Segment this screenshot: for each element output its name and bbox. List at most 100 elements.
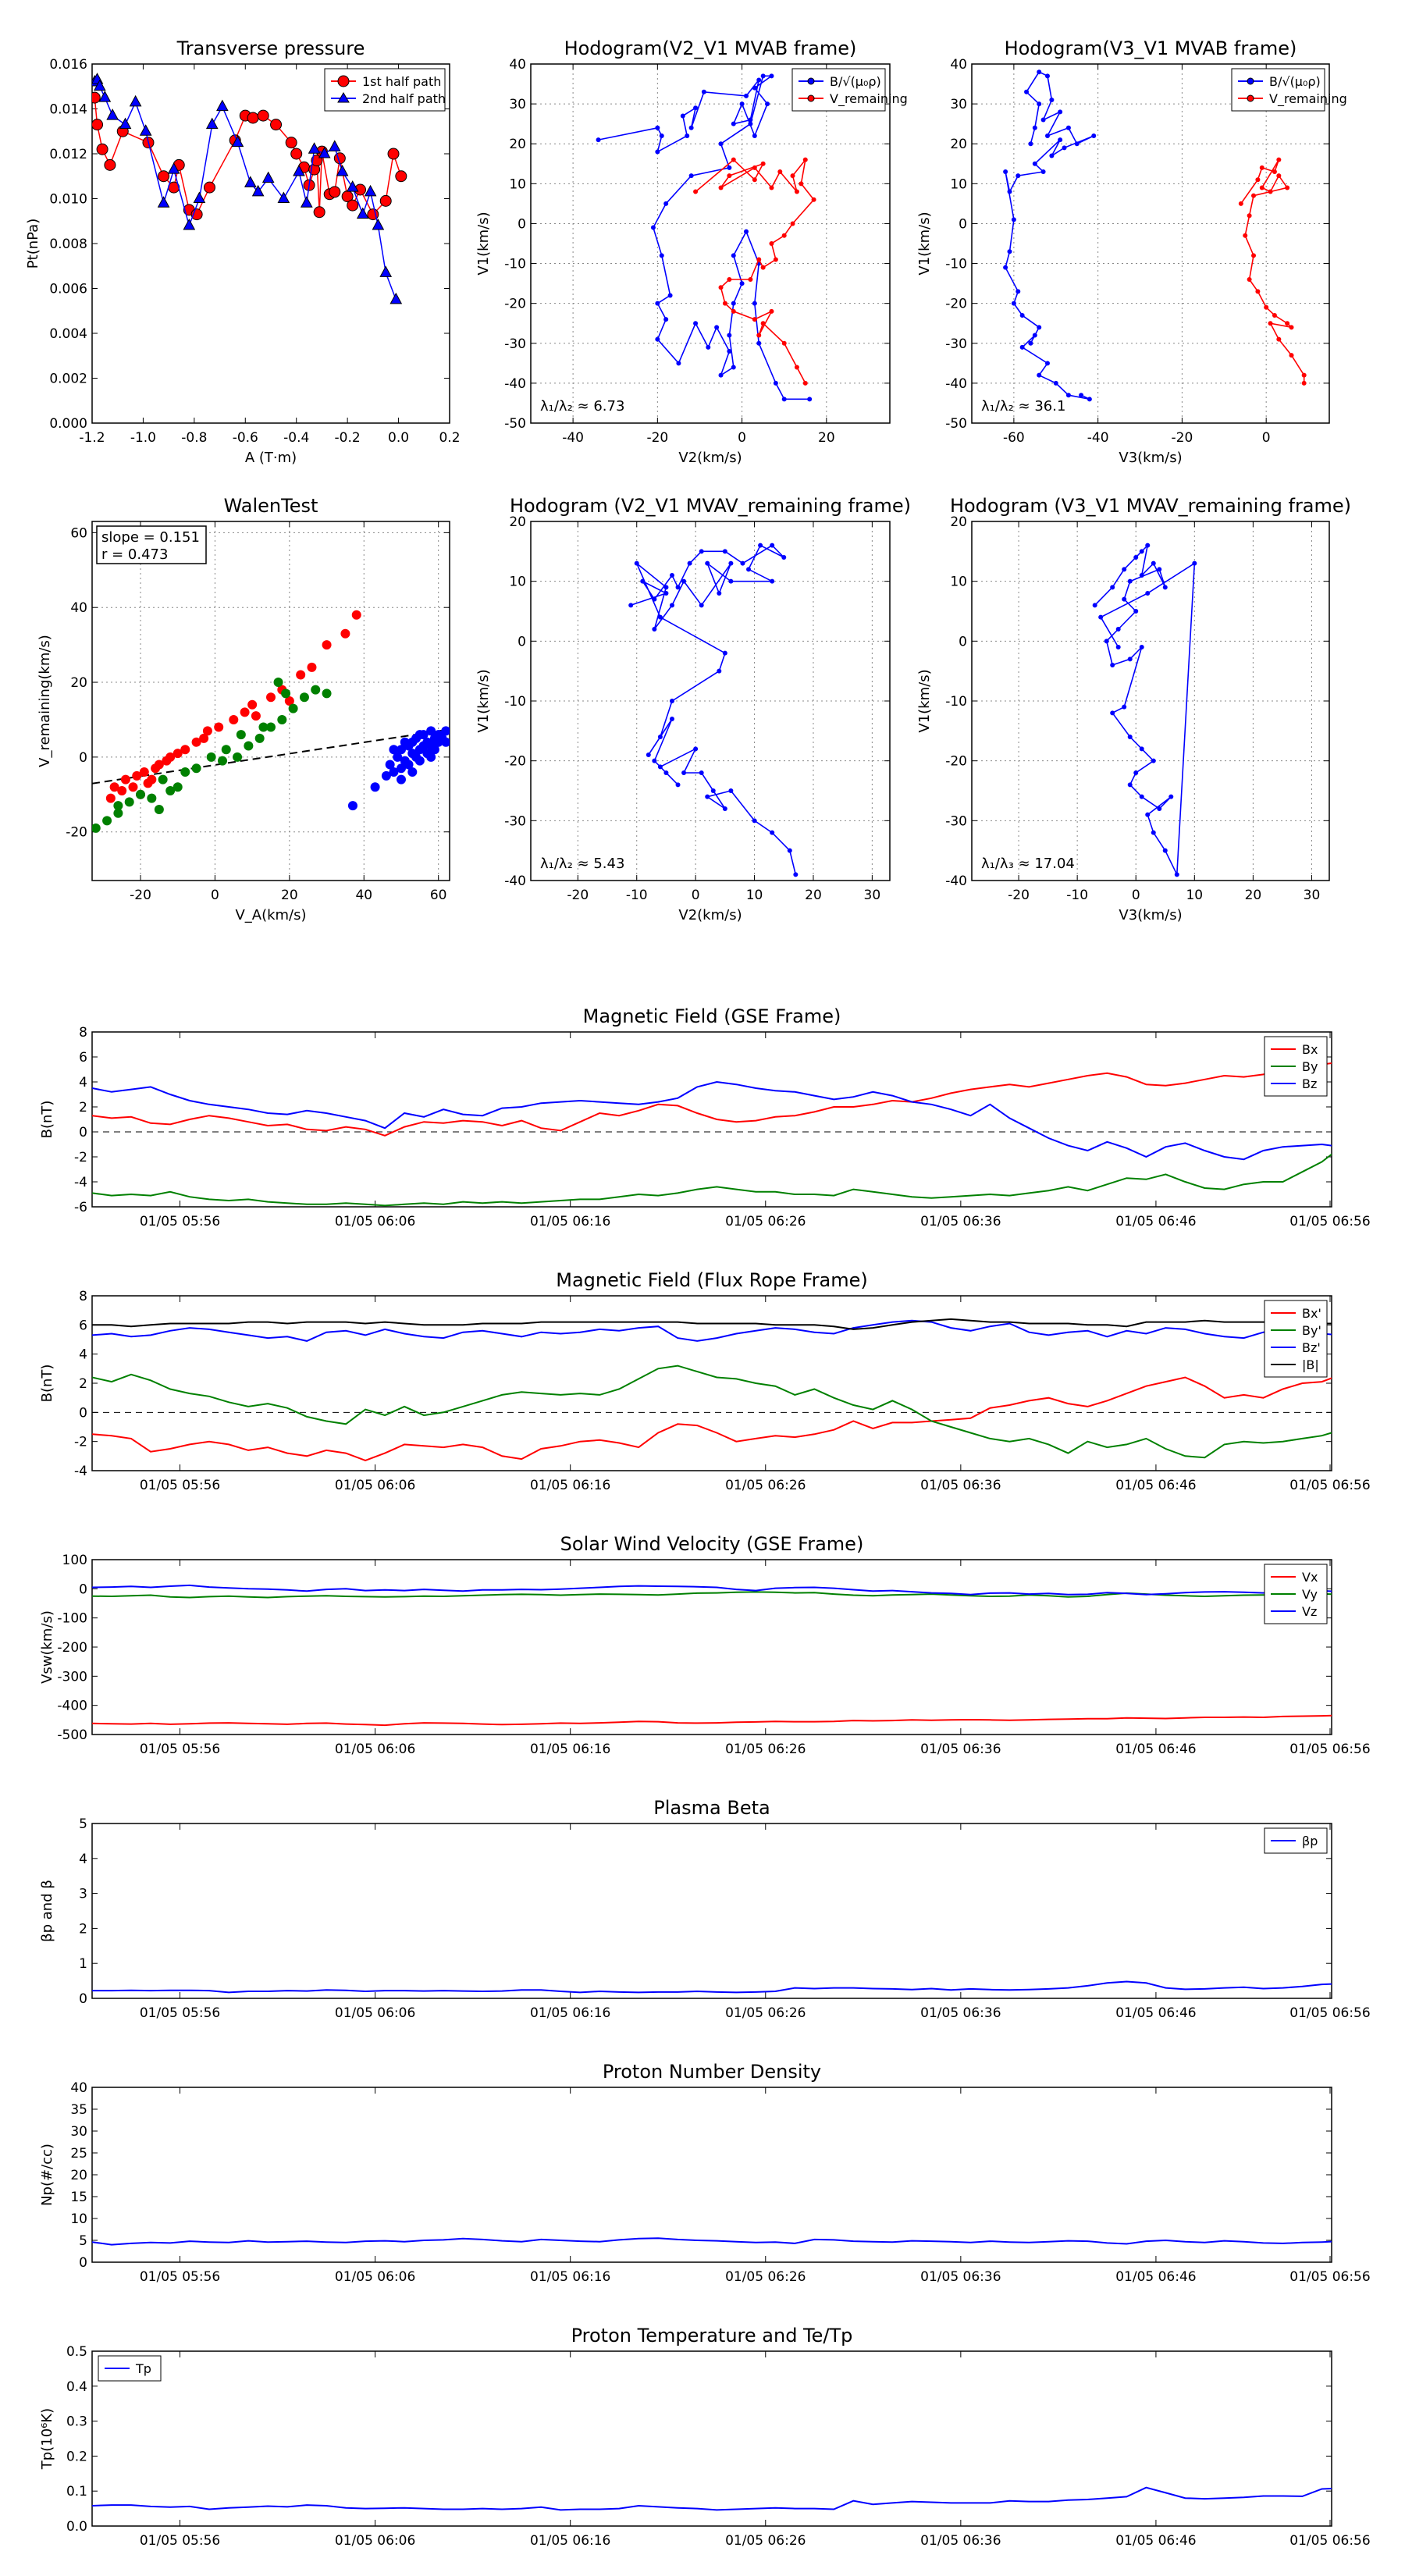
data-point bbox=[119, 117, 132, 130]
y-tick-label: 40 bbox=[70, 600, 87, 616]
y-tick-label: 0 bbox=[79, 1405, 87, 1421]
legend-label: By bbox=[1302, 1059, 1318, 1074]
data-point bbox=[718, 185, 724, 190]
data-point bbox=[669, 573, 674, 578]
data-point bbox=[652, 627, 657, 632]
x-tick-label: -20 bbox=[646, 430, 668, 446]
x-tick-label: 01/05 06:26 bbox=[725, 2005, 806, 2021]
y-tick-label: -10 bbox=[945, 257, 967, 272]
data-point bbox=[727, 349, 732, 354]
data-point bbox=[799, 181, 804, 187]
data-point bbox=[770, 578, 775, 584]
data-point bbox=[760, 321, 766, 326]
data-point bbox=[102, 816, 112, 826]
data-point bbox=[1011, 301, 1016, 306]
y-tick-label: 6 bbox=[79, 1318, 87, 1333]
data-point bbox=[727, 277, 732, 282]
data-point bbox=[247, 699, 258, 710]
plot-frame bbox=[91, 63, 450, 424]
data-point bbox=[258, 722, 269, 732]
data-point bbox=[117, 786, 127, 795]
data-point bbox=[266, 722, 276, 732]
data-point bbox=[667, 293, 673, 298]
data-point bbox=[247, 112, 259, 124]
x-tick-label: -20 bbox=[567, 888, 589, 903]
x-axis-label: V2(km/s) bbox=[678, 450, 742, 466]
x-tick-label: 01/05 06:16 bbox=[530, 2005, 610, 2021]
chart-mag_fr: -4 -2 0 2 4 6 8 01/05 05:56 01/05 06:06 01/05 06:… bbox=[39, 1269, 1371, 1493]
data-point bbox=[1301, 372, 1307, 378]
data-point bbox=[356, 207, 369, 219]
y-tick-label: -100 bbox=[57, 1611, 87, 1627]
chart-tp: 0.0 0.1 0.2 0.3 0.4 0.5 01/05 05:56 01/05 06:06… bbox=[39, 2325, 1371, 2549]
data-point bbox=[727, 333, 732, 338]
data-point bbox=[206, 752, 216, 762]
data-point bbox=[191, 763, 201, 774]
legend-label: V_remaining bbox=[830, 91, 908, 107]
data-point bbox=[364, 184, 377, 197]
data-point bbox=[441, 726, 450, 736]
chart-title: Magnetic Field (GSE Frame) bbox=[583, 1005, 841, 1027]
chart-hodo_v2v1_mvab: -50 -40 -30 -20 -10 0 10 20 30 40 -40 -20 0 20 Hodogra… bbox=[475, 37, 908, 466]
data-point bbox=[1276, 173, 1282, 179]
y-tick-label: 0 bbox=[959, 216, 967, 232]
data-point bbox=[1157, 567, 1162, 572]
data-point bbox=[254, 733, 265, 743]
data-point bbox=[329, 186, 341, 198]
x-tick-label: 10 bbox=[746, 888, 763, 903]
legend-label: βp bbox=[1302, 1834, 1318, 1848]
data-point bbox=[739, 281, 745, 286]
data-point bbox=[389, 745, 399, 755]
data-point bbox=[718, 372, 724, 378]
data-point bbox=[139, 124, 152, 136]
y-tick-label: -10 bbox=[504, 257, 526, 272]
x-tick-label: 10 bbox=[1186, 888, 1203, 903]
x-tick-label: 01/05 06:16 bbox=[530, 1742, 610, 1757]
chart-np: 0 5 10 15 20 25 30 35 40 01/05 05:56 01/05 06:06 01… bbox=[39, 2061, 1371, 2285]
data-point bbox=[802, 157, 808, 162]
data-point bbox=[396, 745, 406, 755]
chart-title: Proton Temperature and Te/Tp bbox=[571, 2325, 853, 2347]
y-tick-label: -500 bbox=[57, 1727, 87, 1743]
data-point bbox=[296, 670, 306, 680]
x-tick-label: 01/05 06:06 bbox=[335, 1478, 415, 1493]
y-tick-label: 1 bbox=[79, 1956, 87, 1972]
x-tick-label: 01/05 06:26 bbox=[725, 1742, 806, 1757]
series-line bbox=[598, 75, 810, 400]
data-point bbox=[706, 344, 711, 350]
y-tick-label: 20 bbox=[950, 514, 967, 530]
data-point bbox=[414, 756, 425, 766]
data-point bbox=[340, 628, 350, 639]
x-tick-label: 01/05 05:56 bbox=[140, 2533, 220, 2549]
y-tick-label: 0 bbox=[79, 1991, 87, 2007]
y-tick-label: 0 bbox=[518, 634, 526, 649]
data-point bbox=[191, 737, 201, 747]
series-line bbox=[92, 1080, 1332, 1161]
annotation-text: λ₁/λ₃ ≈ 17.04 bbox=[981, 856, 1075, 872]
data-point bbox=[293, 164, 305, 176]
data-point bbox=[180, 745, 190, 755]
chart-title: Hodogram (V2_V1 MVAV_remaining frame) bbox=[510, 495, 911, 517]
series-line bbox=[92, 1364, 1332, 1459]
x-tick-label: 01/05 06:36 bbox=[920, 1742, 1001, 1757]
data-point bbox=[1110, 585, 1115, 590]
x-tick-label: 20 bbox=[281, 888, 298, 903]
legend-marker bbox=[1247, 77, 1254, 85]
plot-frame bbox=[971, 63, 1330, 424]
data-point bbox=[290, 148, 303, 160]
data-point bbox=[104, 158, 116, 171]
x-tick-label: 01/05 06:26 bbox=[725, 1478, 806, 1493]
data-point bbox=[1272, 169, 1277, 174]
y-tick-label: 0.2 bbox=[66, 2449, 87, 2464]
y-axis-label: βp and β bbox=[39, 1880, 55, 1942]
y-tick-label: 5 bbox=[79, 2233, 87, 2249]
x-tick-label: 01/05 06:06 bbox=[335, 2533, 415, 2549]
x-tick-label: 0 bbox=[1262, 430, 1271, 446]
data-point bbox=[1040, 117, 1046, 123]
data-point bbox=[655, 301, 660, 306]
y-tick-label: 40 bbox=[950, 57, 967, 73]
data-point bbox=[426, 752, 436, 762]
chart-title: Proton Number Density bbox=[603, 2061, 821, 2083]
data-point bbox=[277, 191, 290, 203]
